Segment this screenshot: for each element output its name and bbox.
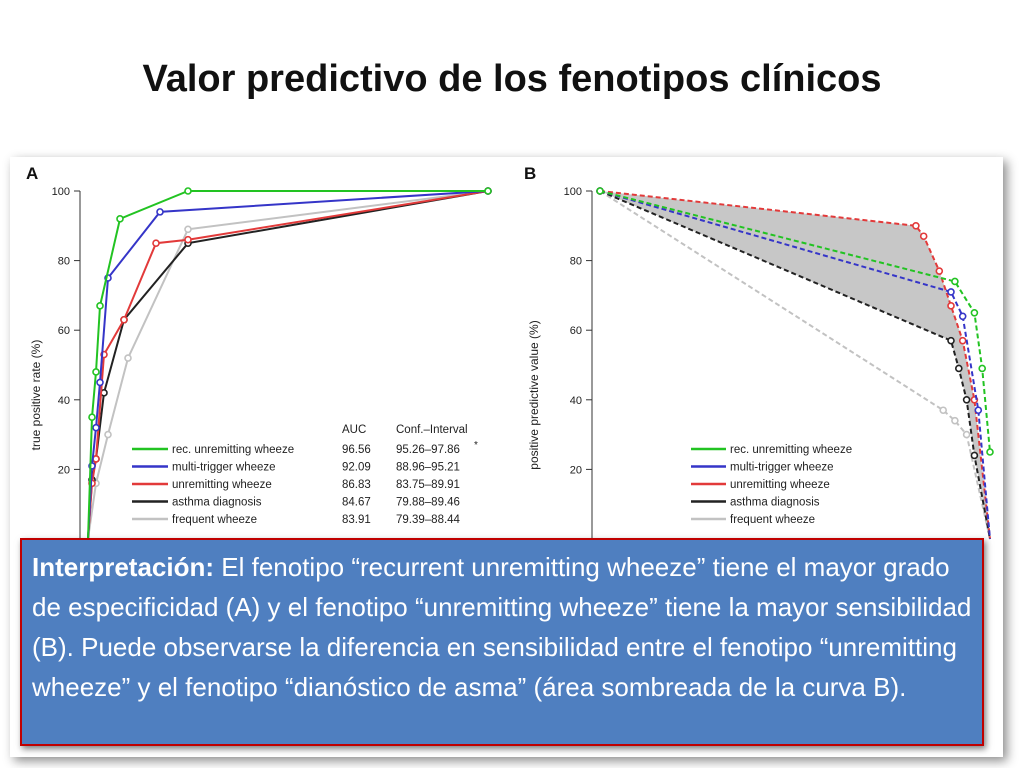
legend-auc-multi_trigger: 92.09 xyxy=(342,462,371,474)
data-point-rec_unremitting xyxy=(951,277,959,286)
series-line-asthma_diagnosis xyxy=(599,190,991,540)
data-point-rec_unremitting xyxy=(116,215,124,223)
interpretation-box: Interpretación: El fenotipo “recurrent u… xyxy=(20,538,984,746)
legend-label-multi_trigger: multi-trigger wheeze xyxy=(730,462,834,474)
data-point-frequent xyxy=(104,430,112,439)
series-line-frequent xyxy=(599,190,991,540)
y-tick-label: 80 xyxy=(570,256,582,268)
data-point-rec_unremitting xyxy=(96,302,104,310)
data-point-unremitting xyxy=(912,222,920,230)
slide-title: Valor predictivo de los fenotipos clínic… xyxy=(142,58,882,100)
legend-auc-frequent: 83.91 xyxy=(342,514,371,526)
interpretation-label: Interpretación: xyxy=(32,552,215,582)
data-point-multi_trigger xyxy=(92,423,100,432)
panel-b: B 20 40 60 80 100 positive predictive value (%… xyxy=(524,164,994,540)
y-tick-label: 60 xyxy=(570,325,582,337)
series-line-unremitting xyxy=(599,190,991,540)
legend-label-rec_unremitting: rec. unremitting wheeze xyxy=(172,444,294,456)
legend-note: * xyxy=(474,440,478,451)
series-line-unremitting xyxy=(87,190,489,540)
legend-label-multi_trigger: multi-trigger wheeze xyxy=(172,462,276,474)
panel-letter: B xyxy=(524,164,536,183)
legend-label-frequent: frequent wheeze xyxy=(730,514,815,526)
data-point-unremitting xyxy=(120,315,128,324)
data-point-unremitting xyxy=(958,336,967,345)
data-point-asthma_diagnosis xyxy=(962,396,971,404)
data-point-asthma_diagnosis xyxy=(947,336,955,345)
legend-label-asthma_diagnosis: asthma diagnosis xyxy=(730,497,820,509)
roc-ppv-figure: A 20 40 60 80 100 true positive rate (%) AUC Con… xyxy=(10,157,1003,757)
legend-label-unremitting: unremitting wheeze xyxy=(172,479,272,491)
y-tick-label: 80 xyxy=(58,256,70,268)
interpretation-text: El fenotipo “recurrent unremitting wheez… xyxy=(32,552,972,702)
y-axis-label: true positive rate (%) xyxy=(29,340,43,451)
legend-label-unremitting: unremitting wheeze xyxy=(730,479,830,491)
data-point-multi_trigger xyxy=(156,208,164,216)
data-point-frequent xyxy=(939,406,948,415)
data-point-frequent xyxy=(184,225,192,234)
y-axis-label: positive predictive value (%) xyxy=(527,320,541,469)
series-line-frequent xyxy=(87,190,489,540)
data-point-multi_trigger xyxy=(974,406,983,415)
panel-letter: A xyxy=(26,164,38,183)
data-point-rec_unremitting xyxy=(184,187,192,195)
data-point-unremitting xyxy=(935,267,944,275)
legend-auc-rec_unremitting: 96.56 xyxy=(342,444,371,456)
y-tick-label: 20 xyxy=(58,464,70,476)
data-point-rec_unremitting xyxy=(596,187,604,195)
data-point-rec_unremitting xyxy=(484,187,492,195)
y-tick-label: 40 xyxy=(58,395,70,407)
data-point-multi_trigger xyxy=(947,288,955,296)
y-tick-label: 60 xyxy=(58,325,70,337)
legend-auc-asthma_diagnosis: 84.67 xyxy=(342,497,371,509)
legend-ci-frequent: 79.39–88.44 xyxy=(396,514,461,526)
data-point-unremitting xyxy=(919,232,928,241)
data-point-rec_unremitting xyxy=(978,364,987,373)
data-point-frequent xyxy=(951,416,959,425)
data-point-unremitting xyxy=(152,239,160,247)
data-point-frequent xyxy=(962,430,971,439)
legend-label-asthma_diagnosis: asthma diagnosis xyxy=(172,497,262,509)
data-point-multi_trigger xyxy=(96,378,104,387)
legend-ci-asthma_diagnosis: 79.88–89.46 xyxy=(396,497,460,509)
data-point-rec_unremitting xyxy=(986,448,994,456)
data-point-unremitting xyxy=(947,302,955,310)
legend-header-ci: Conf.–Interval xyxy=(396,424,468,436)
data-point-rec_unremitting xyxy=(92,368,100,376)
data-point-rec_unremitting xyxy=(970,309,979,317)
legend-label-rec_unremitting: rec. unremitting wheeze xyxy=(730,444,852,456)
data-point-multi_trigger xyxy=(958,312,967,321)
legend-auc-unremitting: 86.83 xyxy=(342,479,371,491)
y-tick-label: 20 xyxy=(570,464,582,476)
data-point-asthma_diagnosis xyxy=(970,451,979,460)
data-point-rec_unremitting xyxy=(88,413,96,422)
legend-ci-unremitting: 83.75–89.91 xyxy=(396,479,460,491)
data-point-frequent xyxy=(124,354,132,362)
panel-a: A 20 40 60 80 100 true positive rate (%) AUC Con… xyxy=(26,164,492,540)
y-tick-label: 40 xyxy=(570,395,582,407)
data-point-unremitting xyxy=(184,235,192,244)
data-point-asthma_diagnosis xyxy=(954,364,963,373)
y-tick-label: 100 xyxy=(564,186,582,198)
legend-label-frequent: frequent wheeze xyxy=(172,514,257,526)
y-tick-label: 100 xyxy=(52,186,70,198)
legend-ci-multi_trigger: 88.96–95.21 xyxy=(396,462,460,474)
legend-header-auc: AUC xyxy=(342,424,366,436)
shaded-area xyxy=(600,191,990,539)
legend-ci-rec_unremitting: 95.26–97.86 xyxy=(396,444,460,456)
